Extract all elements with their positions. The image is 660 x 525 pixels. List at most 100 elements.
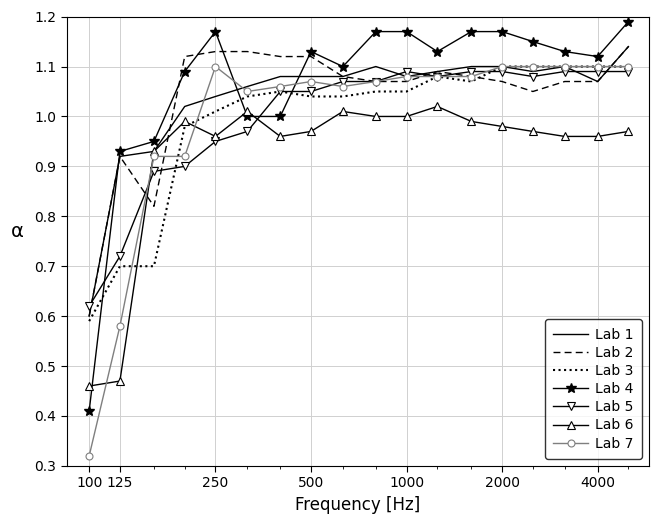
Lab 4 <box>116 148 124 154</box>
Lab 1 <box>594 78 602 85</box>
Lab 5 <box>116 253 124 259</box>
Lab 2 <box>211 48 219 55</box>
Lab 5 <box>403 68 411 75</box>
Lab 6 <box>529 128 537 134</box>
Lab 1 <box>277 74 284 80</box>
Lab 1 <box>498 64 506 70</box>
Lab 7 <box>498 64 506 70</box>
Lab 7 <box>85 453 93 459</box>
Lab 4 <box>244 113 251 120</box>
Lab 1 <box>339 74 347 80</box>
Lab 4 <box>150 138 158 144</box>
Lab 4 <box>403 28 411 35</box>
Lab 3 <box>372 88 380 94</box>
Lab 2 <box>467 74 475 80</box>
Lab 1 <box>244 83 251 90</box>
Lab 3 <box>277 88 284 94</box>
Lab 7 <box>307 78 315 85</box>
Lab 7 <box>467 74 475 80</box>
Lab 1 <box>211 93 219 100</box>
Lab 6 <box>403 113 411 120</box>
Lab 3 <box>594 64 602 70</box>
Lab 5 <box>529 74 537 80</box>
Lab 2 <box>624 44 632 50</box>
Lab 1 <box>116 153 124 160</box>
Lab 6 <box>434 103 442 110</box>
Lab 2 <box>594 78 602 85</box>
Lab 4 <box>594 54 602 60</box>
Lab 7 <box>561 64 569 70</box>
Lab 5 <box>372 78 380 85</box>
Lab 6 <box>211 133 219 140</box>
Lab 7 <box>116 323 124 329</box>
Lab 1 <box>403 74 411 80</box>
Lab 4 <box>467 28 475 35</box>
Lab 1 <box>624 44 632 50</box>
Y-axis label: α: α <box>11 222 24 242</box>
Lab 6 <box>244 108 251 114</box>
Line: Lab 1: Lab 1 <box>89 47 628 316</box>
Lab 4 <box>561 48 569 55</box>
Lab 1 <box>85 313 93 319</box>
Lab 5 <box>85 303 93 309</box>
Lab 1 <box>150 148 158 154</box>
Lab 1 <box>372 64 380 70</box>
Lab 5 <box>277 88 284 94</box>
Lab 5 <box>467 68 475 75</box>
Legend: Lab 1, Lab 2, Lab 3, Lab 4, Lab 5, Lab 6, Lab 7: Lab 1, Lab 2, Lab 3, Lab 4, Lab 5, Lab 6… <box>545 319 642 459</box>
Lab 2 <box>150 203 158 209</box>
Lab 3 <box>181 123 189 130</box>
Lab 6 <box>561 133 569 140</box>
Lab 5 <box>624 68 632 75</box>
Lab 5 <box>594 68 602 75</box>
X-axis label: Frequency [Hz]: Frequency [Hz] <box>295 496 420 514</box>
Lab 3 <box>403 88 411 94</box>
Lab 7 <box>211 64 219 70</box>
Lab 5 <box>434 74 442 80</box>
Lab 4 <box>307 48 315 55</box>
Lab 2 <box>85 313 93 319</box>
Line: Lab 4: Lab 4 <box>84 17 634 416</box>
Lab 4 <box>277 113 284 120</box>
Lab 2 <box>403 78 411 85</box>
Lab 3 <box>624 64 632 70</box>
Lab 2 <box>529 88 537 94</box>
Lab 2 <box>498 78 506 85</box>
Lab 5 <box>339 78 347 85</box>
Lab 7 <box>529 64 537 70</box>
Lab 7 <box>150 153 158 160</box>
Lab 1 <box>467 64 475 70</box>
Lab 6 <box>307 128 315 134</box>
Lab 4 <box>181 68 189 75</box>
Lab 5 <box>307 88 315 94</box>
Lab 2 <box>561 78 569 85</box>
Lab 3 <box>116 263 124 269</box>
Lab 3 <box>467 78 475 85</box>
Lab 7 <box>181 153 189 160</box>
Line: Lab 2: Lab 2 <box>89 47 628 316</box>
Lab 4 <box>339 64 347 70</box>
Lab 2 <box>244 48 251 55</box>
Lab 3 <box>85 318 93 324</box>
Line: Lab 3: Lab 3 <box>89 67 628 321</box>
Line: Lab 7: Lab 7 <box>86 63 632 459</box>
Lab 4 <box>529 38 537 45</box>
Lab 3 <box>529 64 537 70</box>
Lab 2 <box>339 74 347 80</box>
Lab 3 <box>434 74 442 80</box>
Lab 7 <box>434 74 442 80</box>
Lab 4 <box>85 408 93 414</box>
Lab 3 <box>244 93 251 100</box>
Lab 3 <box>498 64 506 70</box>
Lab 4 <box>211 28 219 35</box>
Lab 2 <box>277 54 284 60</box>
Lab 6 <box>372 113 380 120</box>
Lab 5 <box>211 138 219 144</box>
Lab 6 <box>339 108 347 114</box>
Lab 1 <box>307 74 315 80</box>
Lab 4 <box>372 28 380 35</box>
Lab 3 <box>561 64 569 70</box>
Lab 7 <box>277 83 284 90</box>
Lab 6 <box>624 128 632 134</box>
Lab 4 <box>498 28 506 35</box>
